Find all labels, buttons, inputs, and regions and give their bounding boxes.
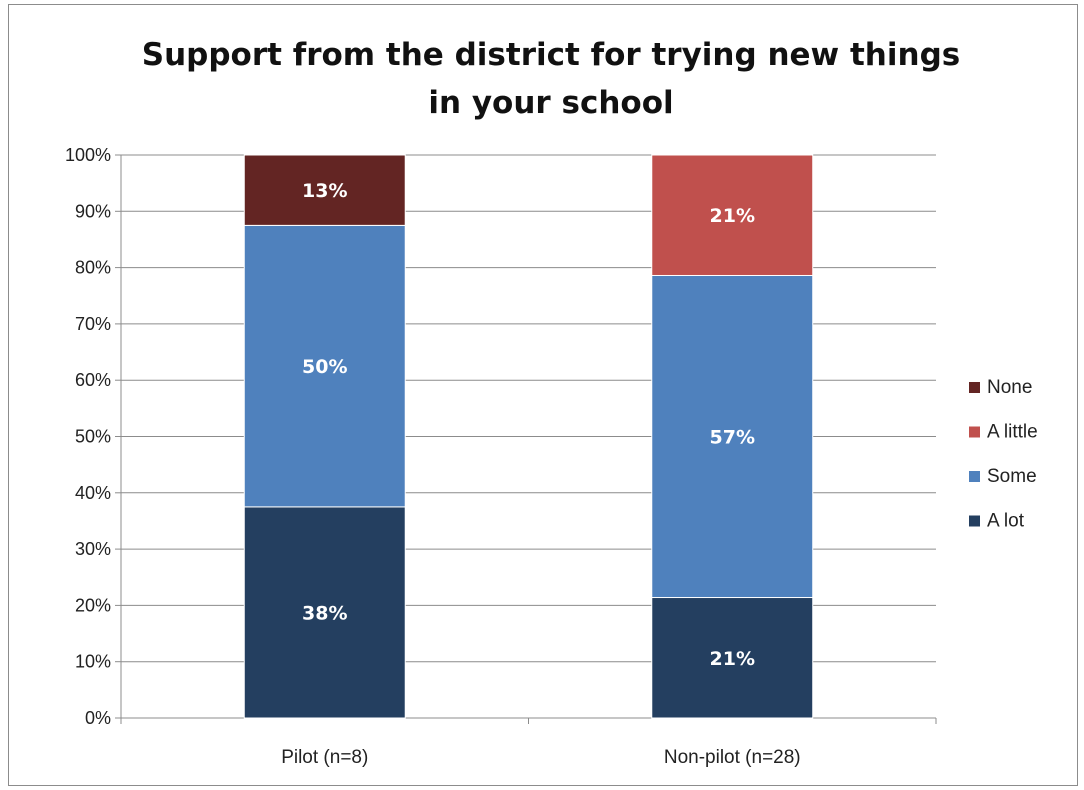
- x-category-label: Non-pilot (n=28): [664, 747, 801, 768]
- chart-title: Support from the district for trying new…: [142, 37, 960, 121]
- bar-segment: [243, 506, 406, 719]
- data-label: 38%: [302, 602, 347, 624]
- legend-label: Some: [987, 466, 1037, 487]
- bar-segment: [651, 597, 814, 719]
- y-tick-label: 40%: [75, 483, 111, 503]
- legend-label: A little: [987, 422, 1038, 443]
- legend-swatch: [969, 426, 980, 438]
- y-tick-label: 50%: [75, 427, 111, 447]
- chart-title-line-1: Support from the district for trying new…: [142, 37, 960, 73]
- data-label: 13%: [302, 180, 347, 202]
- bar-segment: [651, 154, 814, 276]
- stacked-bar-chart: Support from the district for trying new…: [65, 37, 1038, 768]
- y-tick-label: 30%: [75, 539, 111, 559]
- data-labels: 38% 50% 13% 21% 57% 21%: [302, 180, 755, 670]
- y-tick-label: 100%: [65, 145, 111, 165]
- legend-swatch: [969, 515, 980, 527]
- legend-label: None: [987, 377, 1032, 398]
- data-label: 57%: [710, 427, 755, 449]
- bar-segment: [651, 274, 814, 599]
- x-category-label: Pilot (n=8): [281, 747, 368, 768]
- y-tick-label: 10%: [75, 652, 111, 672]
- chart-title-line-2: in your school: [428, 85, 673, 121]
- legend-label: A lot: [987, 511, 1025, 532]
- axes: 0% 10% 20% 30% 40% 50% 60% 70% 80% 90% 100% Pilot (…: [65, 145, 937, 768]
- chart-frame: Support from the district for trying new…: [8, 4, 1078, 786]
- data-label: 50%: [302, 356, 347, 378]
- y-tick-label: 0%: [85, 708, 111, 728]
- y-tick-label: 90%: [75, 201, 111, 221]
- legend-swatch: [969, 382, 980, 393]
- y-tick-label: 20%: [75, 595, 111, 615]
- bar-segment: [243, 154, 406, 226]
- y-tick-label: 80%: [75, 258, 111, 278]
- legend: None A little Some A lot: [969, 377, 1038, 532]
- y-tick-label: 60%: [75, 370, 111, 390]
- legend-swatch: [969, 471, 980, 482]
- gridlines: [121, 154, 936, 663]
- bars: [243, 154, 814, 719]
- bar-segment: [243, 224, 406, 508]
- data-label: 21%: [710, 648, 755, 670]
- data-label: 21%: [710, 205, 755, 227]
- y-tick-label: 70%: [75, 314, 111, 334]
